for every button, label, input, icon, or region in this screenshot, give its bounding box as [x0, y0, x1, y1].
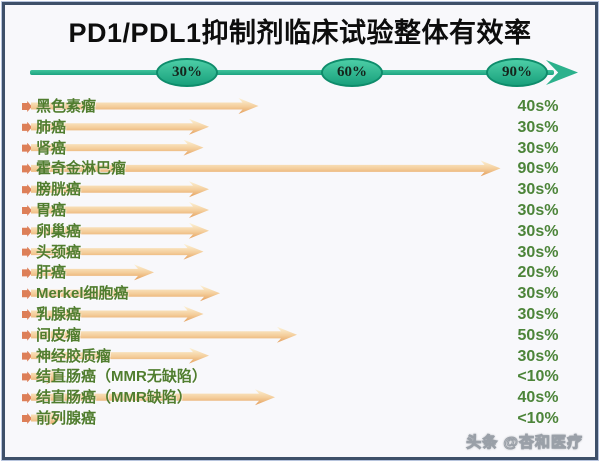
chart-row: Merkel细胞癌 30s% [5, 283, 595, 304]
watermark-toutiao: 头条 @杏和医疗 [466, 434, 583, 452]
row-bullet-arrow-icon [22, 392, 32, 404]
efficacy-value: 40s% [517, 98, 559, 115]
efficacy-value: 30s% [517, 285, 559, 303]
chart-row: 卵巢癌 30s% [5, 221, 595, 242]
efficacy-value: 30s% [517, 181, 559, 199]
axis-line [30, 70, 554, 75]
efficacy-value: 30s% [517, 306, 559, 323]
chart-row: 结直肠癌（MMR无缺陷） <10% [5, 366, 595, 387]
row-bullet-arrow-icon [22, 225, 32, 237]
axis-marker-label: 90% [502, 64, 532, 80]
cancer-type-label: 肾癌 [36, 139, 67, 157]
cancer-type-label: 霍奇金淋巴瘤 [36, 160, 127, 178]
efficacy-value: 30s% [517, 347, 559, 365]
axis-marker-label: 60% [337, 64, 367, 80]
row-bullet-arrow-icon [22, 309, 32, 320]
chart-row: 前列腺癌 <10% [5, 408, 595, 429]
row-bullet-arrow-icon [22, 121, 32, 133]
chart-row: 神经胶质瘤 30s% [5, 346, 595, 367]
axis-marker-ellipse: 90% [486, 58, 548, 87]
efficacy-value: 30s% [517, 202, 559, 219]
efficacy-value: 20s% [517, 264, 559, 282]
efficacy-value: 30s% [517, 243, 559, 261]
cancer-type-label: 前列腺癌 [36, 410, 97, 427]
chart-row: 肺癌 30s% [5, 117, 595, 138]
cancer-type-label: 乳腺癌 [36, 306, 82, 323]
efficacy-value: <10% [517, 368, 559, 386]
efficacy-value: 30s% [517, 222, 559, 240]
chart-row: 头颈癌 30s% [5, 242, 595, 263]
chart-row: 胃癌 30s% [5, 200, 595, 221]
axis-marker-ellipse: 30% [156, 58, 218, 87]
row-bullet-arrow-icon [22, 413, 32, 424]
row-bullet-arrow-icon [22, 205, 32, 216]
cancer-type-label: 结直肠癌（MMR无缺陷） [36, 368, 207, 386]
cancer-type-label: 胃癌 [36, 202, 67, 219]
row-bullet-arrow-icon [22, 371, 32, 383]
row-bullet-arrow-icon [22, 184, 32, 196]
top-percentage-axis: 30% 60% 90% [5, 57, 595, 91]
row-bullet-arrow-icon [22, 101, 32, 112]
row-bullet-arrow-icon [22, 163, 32, 175]
cancer-type-label: 间皮瘤 [36, 326, 82, 344]
efficacy-value: 90s% [517, 160, 559, 178]
cancer-type-label: 神经胶质瘤 [36, 347, 112, 365]
cancer-type-label: 膀胱癌 [36, 181, 82, 199]
row-bullet-arrow-icon [22, 288, 32, 300]
cancer-type-label: 卵巢癌 [36, 222, 82, 240]
chart-row: 黑色素瘤 40s% [5, 96, 595, 117]
chart-row: 膀胱癌 30s% [5, 179, 595, 200]
chart-row: 间皮瘤 50s% [5, 325, 595, 346]
efficacy-value: 30s% [517, 118, 559, 136]
chart-row: 结直肠癌（MMR缺陷） 40s% [5, 387, 595, 408]
axis-marker-ellipse: 60% [321, 58, 383, 87]
efficacy-value: 40s% [517, 389, 559, 407]
cancer-type-label: 结直肠癌（MMR缺陷） [36, 389, 192, 407]
row-bullet-arrow-icon [22, 267, 32, 279]
chart-title: PD1/PDL1抑制剂临床试验整体有效率 [68, 18, 532, 48]
cancer-type-label: 肝癌 [36, 264, 67, 282]
cancer-type-label: 头颈癌 [36, 243, 82, 261]
cancer-type-label: Merkel细胞癌 [36, 285, 129, 303]
axis-marker-label: 30% [172, 64, 202, 80]
efficacy-value: 50s% [517, 326, 559, 344]
chart-row: 乳腺癌 30s% [5, 304, 595, 325]
cancer-type-label: 黑色素瘤 [36, 98, 97, 115]
chart-row: 肝癌 20s% [5, 262, 595, 283]
efficacy-value: <10% [517, 410, 559, 427]
chart-row: 肾癌 30s% [5, 138, 595, 159]
cancer-type-label: 肺癌 [36, 118, 67, 136]
chart-row: 霍奇金淋巴瘤 90s% [5, 158, 595, 179]
row-bullet-arrow-icon [22, 246, 32, 258]
row-bullet-arrow-icon [22, 142, 32, 154]
row-bullet-arrow-icon [22, 350, 32, 362]
row-bullet-arrow-icon [22, 329, 32, 341]
efficacy-value: 30s% [517, 139, 559, 157]
